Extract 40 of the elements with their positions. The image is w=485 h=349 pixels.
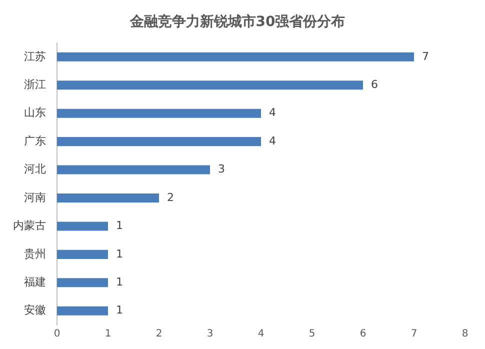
data-label: 4	[269, 134, 276, 148]
y-tick-label: 福建	[24, 276, 46, 289]
y-tick-label: 河南	[24, 190, 46, 204]
x-tick-label: 3	[206, 328, 214, 340]
x-tick-label: 2	[156, 328, 162, 340]
data-label: 6	[371, 78, 378, 91]
bar	[57, 278, 108, 288]
bar	[57, 165, 210, 174]
data-label: 1	[116, 276, 123, 289]
data-label: 3	[218, 162, 225, 176]
data-label: 4	[269, 106, 276, 120]
bar	[57, 137, 261, 146]
bar	[57, 250, 108, 259]
bar	[57, 108, 261, 118]
y-tick-label: 安徽	[24, 304, 46, 317]
y-tick-label: 江苏	[24, 50, 46, 63]
x-tick-label: 4	[258, 328, 264, 340]
bar	[57, 80, 363, 90]
bar	[57, 222, 108, 231]
x-tick-label: 5	[308, 328, 316, 340]
data-label: 2	[167, 190, 174, 204]
data-label: 1	[116, 247, 123, 260]
y-tick-label: 河北	[24, 162, 46, 176]
y-tick-label: 内蒙古	[13, 219, 46, 232]
bar	[57, 193, 159, 203]
x-tick-label: 1	[104, 328, 112, 340]
bar	[57, 306, 108, 316]
data-label: 1	[116, 219, 123, 232]
y-tick-label: 山东	[24, 106, 46, 120]
bar	[57, 52, 414, 62]
y-tick-label: 贵州	[24, 247, 46, 260]
data-label: 7	[422, 50, 429, 63]
chart-title: 金融竞争力新锐城市30强省份分布	[128, 13, 346, 30]
data-label: 1	[116, 304, 123, 317]
y-tick-label: 浙江	[24, 78, 46, 91]
x-tick-label: 7	[410, 328, 418, 340]
x-tick-label: 0	[54, 328, 60, 340]
x-tick-label: 6	[360, 328, 366, 340]
y-tick-label: 广东	[24, 134, 46, 148]
x-tick-label: 8	[462, 328, 468, 340]
